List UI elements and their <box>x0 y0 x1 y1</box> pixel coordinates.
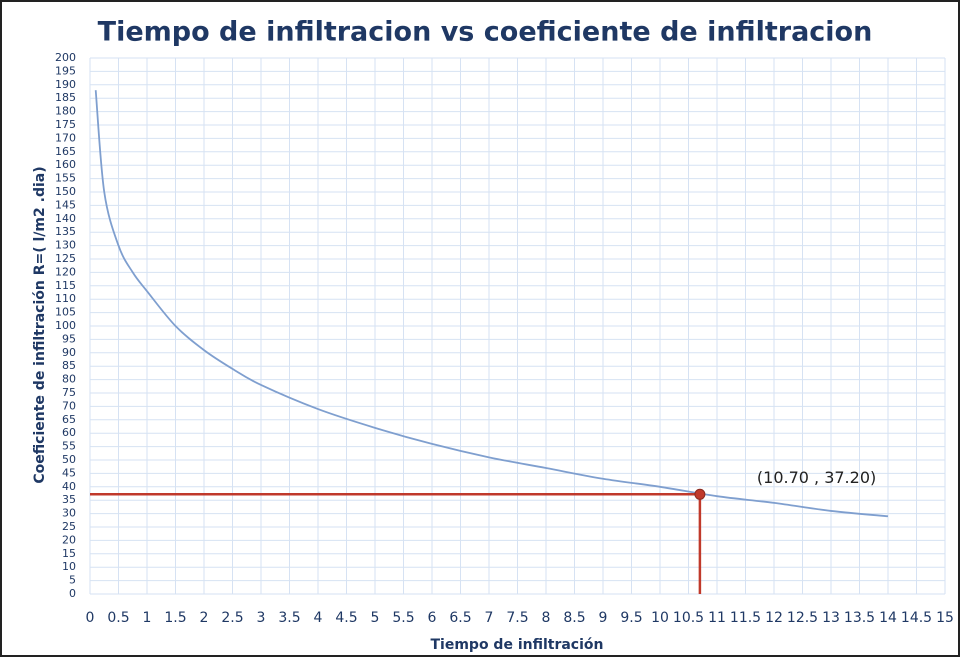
y-tick-label: 10 <box>62 560 76 573</box>
y-tick-label: 135 <box>55 225 76 238</box>
y-tick-label: 50 <box>62 453 76 466</box>
y-tick-label: 105 <box>55 306 76 319</box>
y-tick-label: 25 <box>62 520 76 533</box>
y-tick-label: 155 <box>55 172 76 185</box>
y-tick-label: 100 <box>55 319 76 332</box>
x-tick-label: 3 <box>257 610 266 626</box>
y-tick-label: 40 <box>62 480 76 493</box>
x-axis-label: Tiempo de infiltración <box>430 637 603 653</box>
y-tick-label: 0 <box>69 587 76 600</box>
y-tick-label: 65 <box>62 413 76 426</box>
x-tick-label: 6.5 <box>449 610 471 626</box>
y-tick-label: 130 <box>55 239 76 252</box>
y-tick-label: 115 <box>55 279 76 292</box>
y-tick-label: 175 <box>55 118 76 131</box>
y-tick-label: 190 <box>55 78 76 91</box>
y-tick-label: 95 <box>62 332 76 345</box>
y-tick-label: 145 <box>55 198 76 211</box>
x-tick-label: 1 <box>143 610 152 626</box>
y-tick-label: 195 <box>55 64 76 77</box>
y-tick-label: 120 <box>55 265 76 278</box>
x-tick-label: 13 <box>822 610 840 626</box>
x-tick-label: 14 <box>879 610 897 626</box>
y-tick-label: 125 <box>55 252 76 265</box>
x-tick-label: 4 <box>314 610 323 626</box>
data-line <box>94 90 889 518</box>
y-tick-label: 60 <box>62 426 76 439</box>
x-tick-label: 11.5 <box>730 610 761 626</box>
x-tick-label: 9.5 <box>620 610 642 626</box>
y-tick-label: 45 <box>62 466 76 479</box>
x-tick-label: 10 <box>651 610 669 626</box>
x-tick-label: 12.5 <box>787 610 818 626</box>
y-tick-label: 90 <box>62 346 76 359</box>
y-tick-label: 165 <box>55 145 76 158</box>
y-tick-label: 180 <box>55 105 76 118</box>
x-tick-label: 14.5 <box>901 610 932 626</box>
chart-title: Tiempo de infiltracion vs coeficiente de… <box>98 17 873 48</box>
x-tick-label: 3.5 <box>278 610 300 626</box>
y-tick-label: 30 <box>62 507 76 520</box>
highlight-point <box>694 488 706 500</box>
x-tick-label: 5 <box>371 610 380 626</box>
x-tick-label: 8 <box>542 610 551 626</box>
y-tick-label: 140 <box>55 212 76 225</box>
x-tick-label: 7 <box>485 610 494 626</box>
y-tick-label: 85 <box>62 359 76 372</box>
y-tick-label: 75 <box>62 386 76 399</box>
x-tick-label: 9 <box>599 610 608 626</box>
x-tick-label: 10.5 <box>673 610 704 626</box>
y-tick-label: 15 <box>62 547 76 560</box>
y-tick-label: 185 <box>55 91 76 104</box>
x-tick-label: 8.5 <box>563 610 585 626</box>
x-tick-label: 2 <box>200 610 209 626</box>
x-tick-label: 11 <box>708 610 726 626</box>
x-tick-label: 4.5 <box>335 610 357 626</box>
y-tick-label: 110 <box>55 292 76 305</box>
y-tick-label: 150 <box>55 185 76 198</box>
y-tick-label: 200 <box>55 51 76 64</box>
x-tick-label: 5.5 <box>392 610 414 626</box>
x-tick-label: 7.5 <box>506 610 528 626</box>
x-tick-label: 2.5 <box>221 610 243 626</box>
x-tick-label: 15 <box>936 610 954 626</box>
x-tick-label: 1.5 <box>164 610 186 626</box>
x-tick-label: 6 <box>428 610 437 626</box>
x-tick-label: 13.5 <box>844 610 875 626</box>
highlight-label: (10.70 , 37.20) <box>757 468 876 487</box>
y-tick-label: 170 <box>55 131 76 144</box>
y-tick-label: 160 <box>55 158 76 171</box>
y-tick-label: 35 <box>62 493 76 506</box>
x-tick-label: 12 <box>765 610 783 626</box>
y-tick-label: 5 <box>69 574 76 587</box>
y-tick-label: 20 <box>62 533 76 546</box>
y-tick-label: 70 <box>62 399 76 412</box>
x-tick-label: 0.5 <box>107 610 129 626</box>
y-tick-label: 55 <box>62 440 76 453</box>
y-tick-label: 80 <box>62 373 76 386</box>
x-tick-label: 0 <box>86 610 95 626</box>
y-axis-label: Coeficiente de infiltración R=( l/m2 .di… <box>32 166 48 483</box>
